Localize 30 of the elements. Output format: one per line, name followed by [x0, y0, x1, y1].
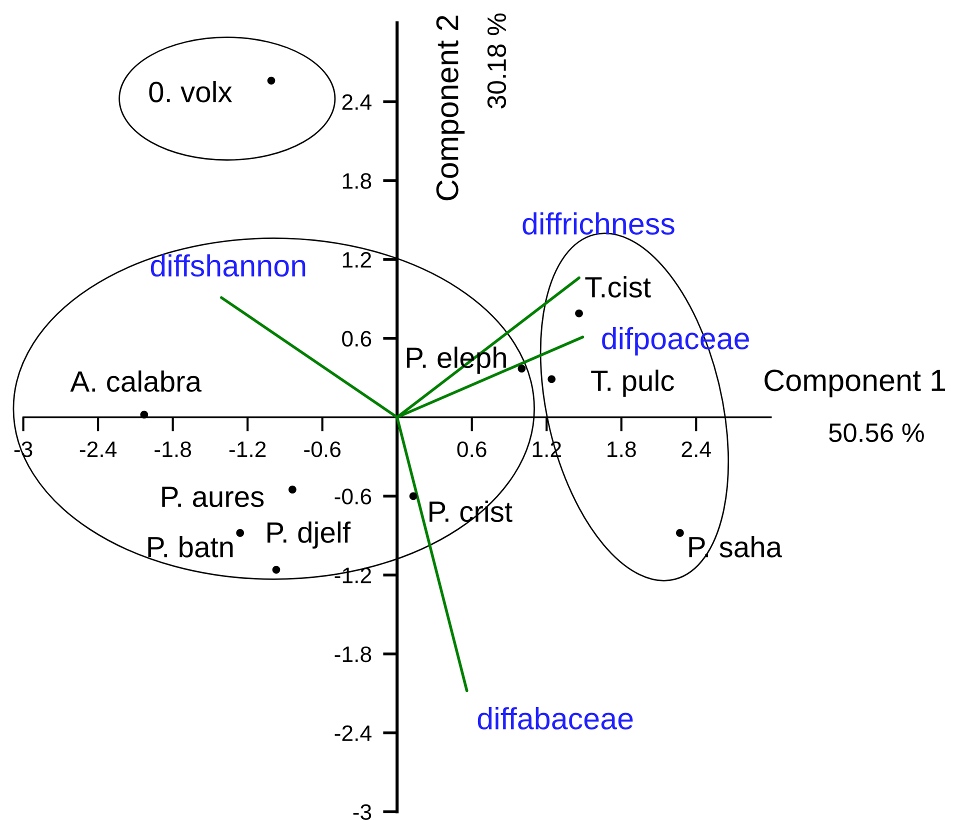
x-tick-label: 0.6 [457, 441, 486, 458]
series-label: diffabaceae [478, 707, 633, 730]
annotation: 30.18 % [487, 14, 506, 108]
y-tick-label: 1.8 [342, 173, 372, 189]
y-tick-label: -3 [353, 804, 372, 820]
series-label: P. batn [148, 536, 233, 558]
y-tick-label: -1.8 [334, 646, 372, 662]
x-tick-label: -1.2 [229, 441, 266, 457]
series-label: P. djelf [268, 521, 351, 549]
series-label: T. pulc [591, 370, 674, 397]
series-label: diffrichness [522, 212, 674, 235]
x-axis-title: Component 1 [764, 370, 946, 398]
series-label: 0. volx [149, 80, 232, 102]
series-label: T.cist [585, 276, 651, 298]
y-tick-label: -0.6 [334, 488, 372, 504]
x-tick-label: -1.8 [154, 441, 191, 458]
x-tick-label: -0.6 [304, 441, 341, 458]
y-tick-label: 2.4 [342, 94, 372, 110]
y-tick-label: 0.6 [342, 330, 372, 347]
text: 50.56 % [829, 423, 924, 442]
series-label: A. calabra [70, 370, 202, 392]
x-tick-label: -2.4 [80, 441, 117, 457]
series-label: diffshannon [150, 254, 306, 277]
y-tick-label: 1.2 [342, 252, 371, 268]
series-label: P. aures [162, 486, 264, 508]
x-tick-label: 1.8 [608, 441, 636, 458]
y-axis-title: Component 2 [436, 16, 465, 200]
y-tick-label: -2.4 [334, 725, 372, 741]
series-label: P. saha [689, 536, 782, 558]
x-tick-label: 2.4 [682, 441, 711, 457]
